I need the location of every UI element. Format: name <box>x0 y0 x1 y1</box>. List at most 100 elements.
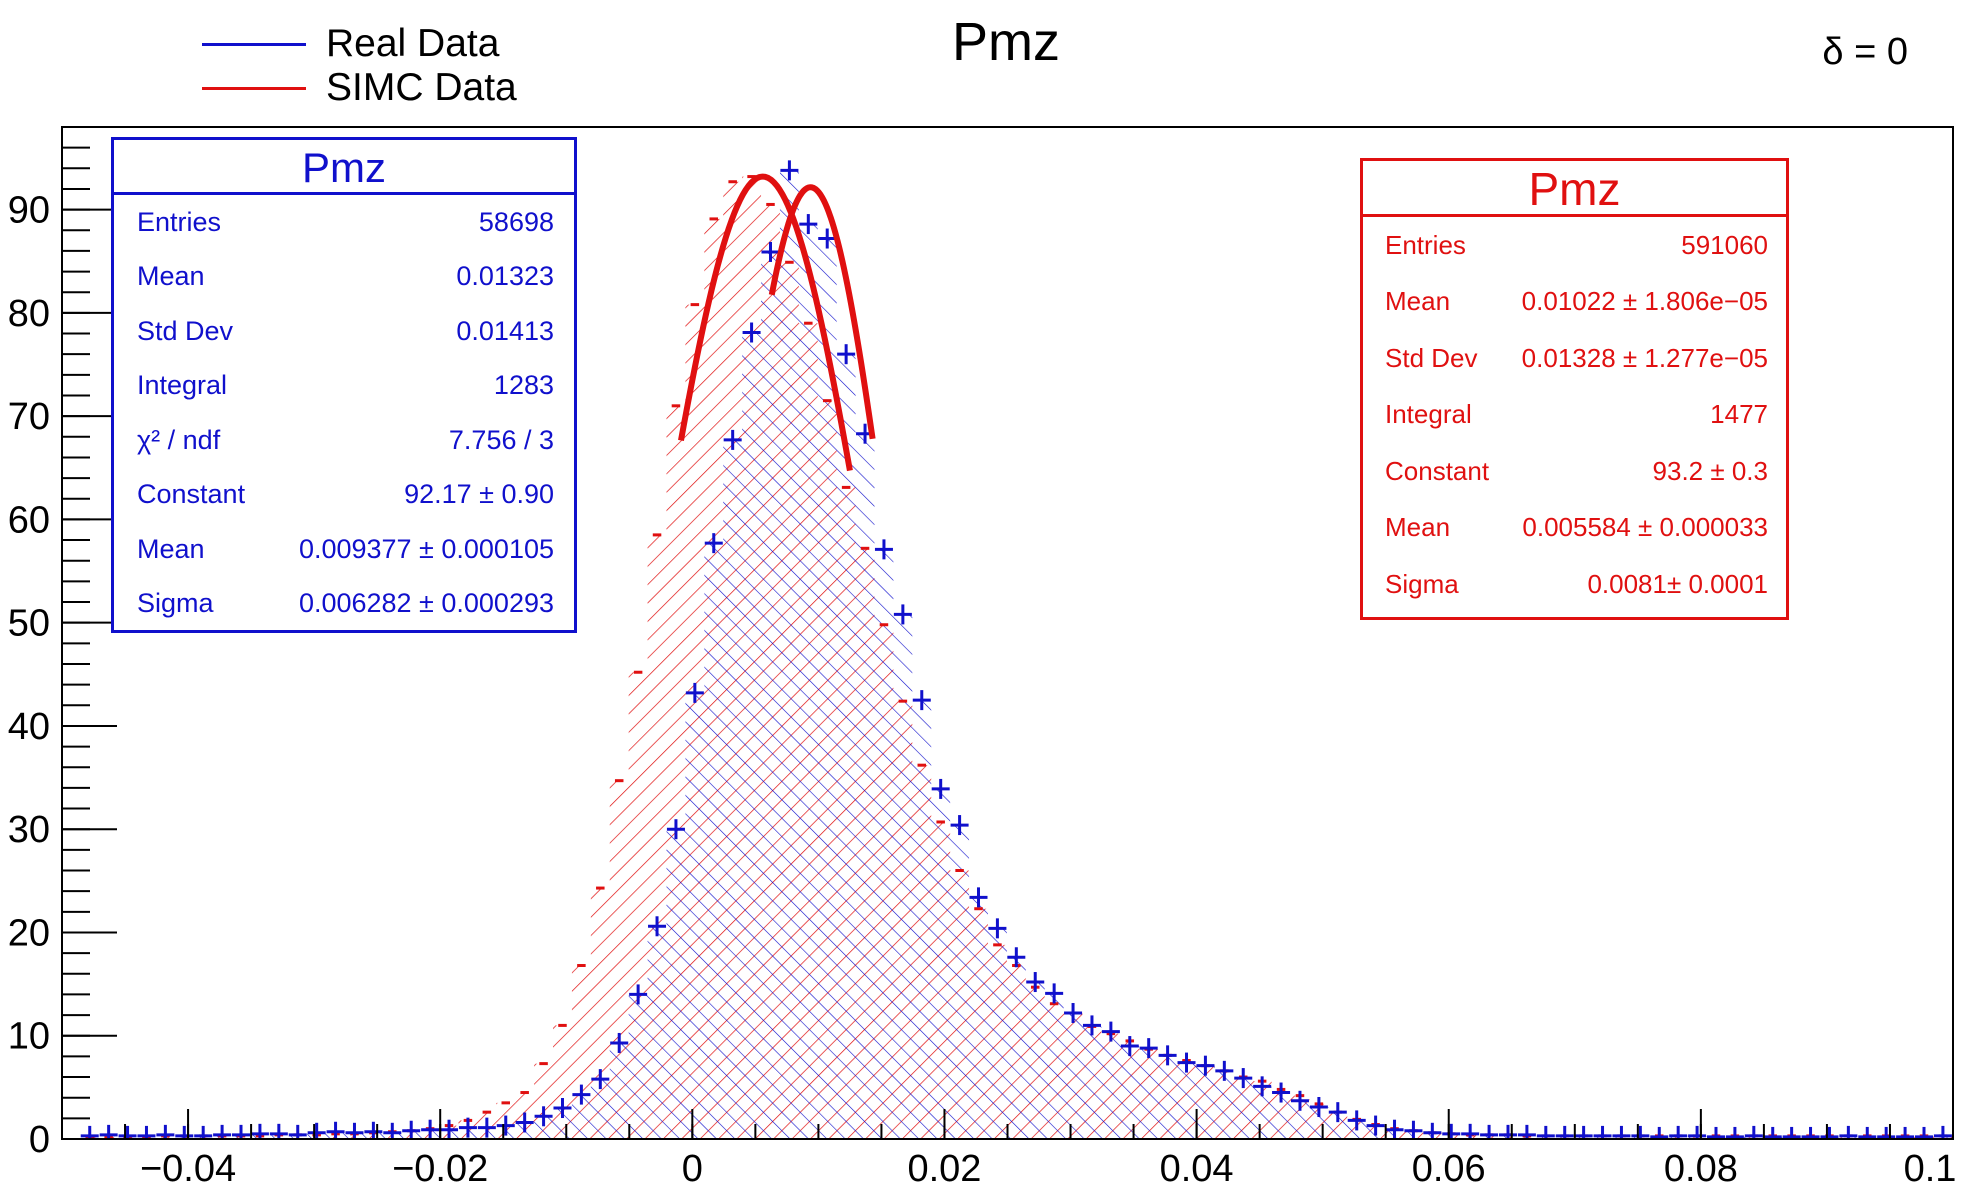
real-data-point <box>1101 1021 1120 1042</box>
stats-row-label: Std Dev <box>137 315 234 346</box>
real-data-point <box>1820 1126 1839 1139</box>
y-tick-label: 90 <box>8 190 50 232</box>
stats-row: Std Dev 0.01328 ± 1.277e−05 <box>1385 330 1768 387</box>
real-data-point <box>1593 1125 1612 1139</box>
real-data-point <box>1650 1126 1669 1139</box>
y-tick-label: 30 <box>8 809 50 851</box>
stats-row-label: Mean <box>1385 286 1451 317</box>
stats-row: Sigma 0.006282 ± 0.000293 <box>137 577 554 632</box>
gaussian-fit-curve <box>768 184 876 440</box>
gaussian-fit-curve <box>678 173 853 472</box>
chart-title: Pmz <box>952 12 1060 72</box>
real-data-point <box>874 539 893 560</box>
data-layer <box>80 160 1953 1139</box>
stats-box-real: Pmz Entries 58698 Mean 0.01323 Std Dev 0.0141… <box>111 137 577 633</box>
stats-row-label: Constant <box>137 479 246 510</box>
stats-row-value: 0.01323 <box>456 261 554 292</box>
x-tick-label: 0.1 <box>1904 1148 1957 1183</box>
real-data-point <box>1347 1110 1366 1131</box>
stats-row-label: Entries <box>137 206 222 237</box>
real-data-point <box>648 916 667 937</box>
stats-row-label: Integral <box>137 370 228 401</box>
real-data-point <box>1385 1119 1404 1139</box>
legend-item-real: Real Data <box>202 22 499 66</box>
real-data-point <box>156 1124 175 1139</box>
real-data-point <box>137 1125 156 1139</box>
stats-row: Entries 58698 <box>137 195 554 250</box>
y-tick-label: 0 <box>29 1119 50 1161</box>
real-data-point <box>1328 1102 1347 1123</box>
stats-row-value: 92.17 ± 0.90 <box>404 479 554 510</box>
stats-rows-simc: Entries 591060 Mean 0.01022 ± 1.806e−05 Std … <box>1363 217 1786 613</box>
y-tick-label: 70 <box>8 396 50 438</box>
y-tick-label: 40 <box>8 706 50 748</box>
real-data-point <box>1725 1126 1744 1139</box>
real-data-point <box>1631 1125 1650 1139</box>
real-data-point <box>1536 1125 1555 1139</box>
real-data-point <box>1915 1126 1934 1139</box>
stats-row-value: 7.756 / 3 <box>448 424 554 455</box>
stats-rows-real: Entries 58698 Mean 0.01323 Std Dev 0.01413 Int… <box>114 195 574 631</box>
real-data-point <box>1706 1126 1725 1139</box>
real-data-point <box>1215 1060 1234 1081</box>
stats-row-value: 1283 <box>493 370 554 401</box>
stats-row-value: 0.005584 ± 0.000033 <box>1522 512 1768 543</box>
real-data-point <box>440 1119 459 1139</box>
real-data-point <box>496 1115 515 1136</box>
stats-row-label: Mean <box>137 261 205 292</box>
real-data-point <box>1498 1124 1517 1139</box>
stats-row: Mean 0.005584 ± 0.000033 <box>1385 500 1768 557</box>
stats-row: Constant 92.17 ± 0.90 <box>137 468 554 523</box>
real-data-point <box>99 1124 118 1139</box>
stats-row-label: Sigma <box>1385 568 1459 599</box>
x-tick-label: 0.02 <box>907 1148 981 1183</box>
delta-label: δ = 0 <box>1822 31 1908 73</box>
real-data-point <box>572 1084 591 1105</box>
x-tick-label: 0.04 <box>1160 1148 1234 1183</box>
stats-row: Entries 591060 <box>1385 217 1768 274</box>
real-data-point <box>1763 1126 1782 1139</box>
real-data-point <box>629 984 648 1005</box>
real-data-point <box>1517 1124 1536 1139</box>
stats-row-value: 0.01413 <box>456 315 554 346</box>
real-data-point <box>1064 1003 1083 1024</box>
stats-row: χ² / ndf 7.756 / 3 <box>137 413 554 468</box>
real-data-point <box>194 1125 213 1139</box>
y-tick-label: 60 <box>8 499 50 541</box>
real-data-point <box>1933 1125 1952 1139</box>
real-data-point <box>1120 1036 1139 1057</box>
stats-row-value: 58698 <box>478 206 554 237</box>
y-tick-label: 20 <box>8 912 50 954</box>
real-data-point <box>1877 1126 1896 1139</box>
real-data-point <box>477 1117 496 1138</box>
real-data-point <box>1045 983 1064 1004</box>
stats-row: Mean 0.009377 ± 0.000105 <box>137 522 554 577</box>
legend-line-real <box>202 42 306 46</box>
real-data-point <box>818 228 837 249</box>
real-data-point <box>1669 1125 1688 1139</box>
stats-title-real: Pmz <box>114 140 574 195</box>
real-data-point <box>307 1122 326 1139</box>
real-data-point <box>1896 1126 1915 1139</box>
real-data-point <box>704 533 723 554</box>
real-data-point <box>345 1122 364 1139</box>
x-tick-label: 0.06 <box>1412 1148 1486 1183</box>
real-data-point <box>553 1098 572 1119</box>
legend-label-real: Real Data <box>326 22 500 65</box>
y-tick-label: 50 <box>8 603 50 645</box>
stats-row: Mean 0.01022 ± 1.806e−05 <box>1385 274 1768 331</box>
real-data-point <box>1480 1124 1499 1139</box>
x-tick-label: −0.02 <box>392 1148 488 1183</box>
real-data-point <box>893 604 912 625</box>
real-data-point <box>1404 1120 1423 1139</box>
real-data-point <box>288 1124 307 1139</box>
real-data-point <box>269 1123 288 1139</box>
real-data-point <box>1290 1090 1309 1111</box>
real-data-point <box>1007 947 1026 968</box>
stats-row-label: χ² / ndf <box>137 424 221 455</box>
stats-row-value: 93.2 ± 0.3 <box>1652 455 1768 486</box>
real-data-point <box>1196 1055 1215 1076</box>
real-data-point <box>383 1122 402 1139</box>
real-data-point <box>837 344 856 365</box>
stats-row-label: Constant <box>1385 455 1490 486</box>
